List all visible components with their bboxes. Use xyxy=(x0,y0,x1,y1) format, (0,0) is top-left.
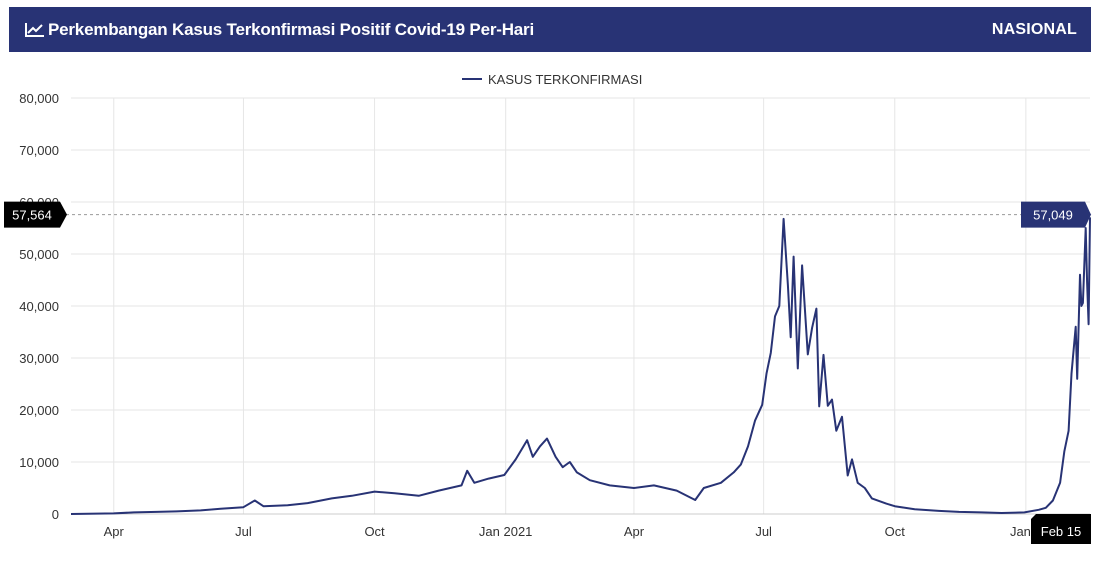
y-tick-label: 50,000 xyxy=(19,247,59,262)
x-tick-label: Jul xyxy=(755,524,772,539)
y-tick-label: 0 xyxy=(52,507,59,522)
scope-label: NASIONAL xyxy=(991,20,1077,38)
value-tooltip-bg xyxy=(1021,201,1091,228)
crosshair-x-label-bg xyxy=(1031,514,1091,544)
series-line[interactable] xyxy=(70,217,1091,515)
line-chart-icon xyxy=(25,22,44,37)
x-tick-label: Jan 2021 xyxy=(479,524,533,539)
x-tick-label: Jul xyxy=(235,524,252,539)
y-tick-label: 20,000 xyxy=(19,403,59,418)
x-tick-label: Oct xyxy=(885,524,906,539)
y-tick-label: 70,000 xyxy=(19,143,59,158)
legend-label: KASUS TERKONFIRMASI xyxy=(488,72,642,87)
crosshair-x-label: Feb 15 xyxy=(1041,524,1081,539)
chart-area: 010,00020,00030,00040,00050,00060,00070,… xyxy=(0,52,1101,558)
y-tick-label: 80,000 xyxy=(19,91,59,106)
line-chart[interactable]: 010,00020,00030,00040,00050,00060,00070,… xyxy=(0,52,1101,558)
x-tick-label: Apr xyxy=(104,524,125,539)
value-tooltip-label: 57,049 xyxy=(1033,208,1073,223)
x-tick-label: Oct xyxy=(364,524,385,539)
crosshair-y-label: 57,564 xyxy=(12,208,52,223)
chart-header: Perkembangan Kasus Terkonfirmasi Positif… xyxy=(9,7,1091,52)
x-tick-label: Apr xyxy=(624,524,645,539)
chart-title: Perkembangan Kasus Terkonfirmasi Positif… xyxy=(48,19,534,39)
crosshair-y-label-bg xyxy=(4,201,67,228)
y-tick-label: 30,000 xyxy=(19,351,59,366)
y-tick-label: 10,000 xyxy=(19,455,59,470)
header-title-group: Perkembangan Kasus Terkonfirmasi Positif… xyxy=(24,20,534,40)
y-tick-label: 40,000 xyxy=(19,299,59,314)
